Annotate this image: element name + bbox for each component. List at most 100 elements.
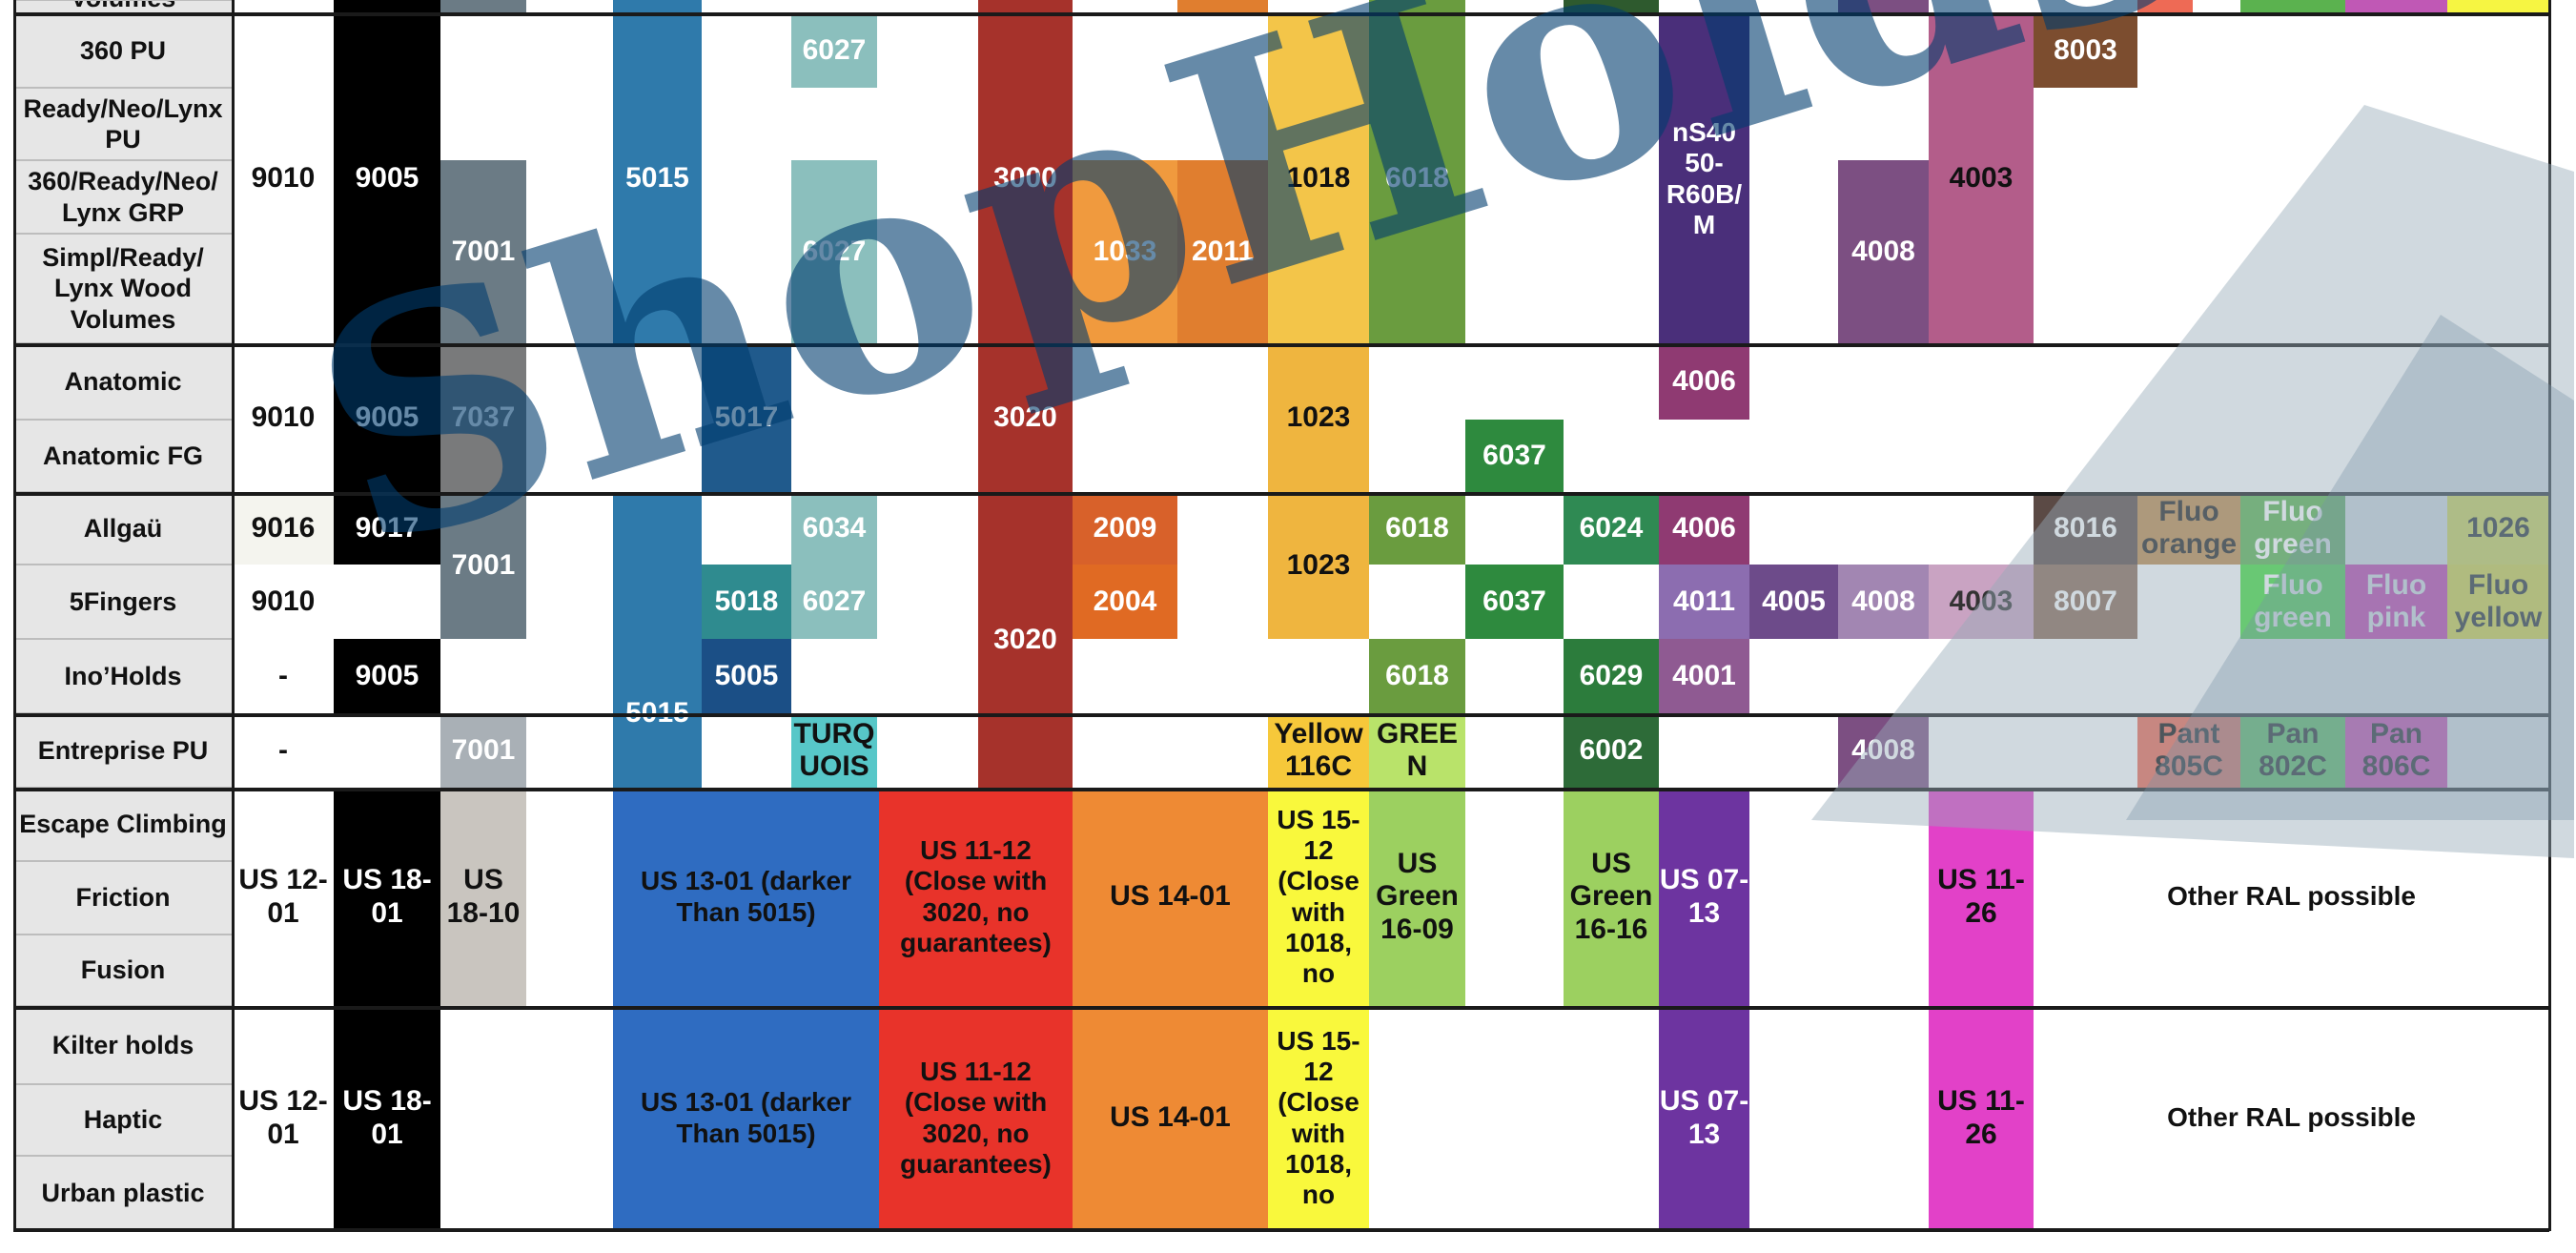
top-strip-1 [613,0,702,12]
color-cell-pu-ns40: nS40 50- R60B/ M [1659,14,1749,343]
color-cell-blue-5017: 5017 [702,343,791,492]
color-cell-g-7037: 7037 [440,343,526,492]
color-cell-gy-8007: 8007 [2034,565,2137,639]
color-cell-y-1018: 1018 [1268,14,1369,343]
color-cell-pk-4003-a: 4003 [1929,14,2034,343]
row-label-13: Fusion [13,935,233,1006]
h-rule-5 [13,1006,2549,1010]
color-cell-us1301-b: US 13-01 (darker Than 5015) [613,1006,879,1230]
color-cell-us1401-a: US 14-01 [1073,788,1268,1006]
color-cell-pu-4001: 4001 [1659,639,1749,713]
color-cell-teal-6027-c: 6027 [791,565,877,639]
color-cell-b-9005-b: 9005 [334,343,440,492]
color-cell-or-2011: 2011 [1177,160,1268,343]
h-rule-3 [13,713,2549,717]
color-cell-pu-4008-c: 4008 [1838,713,1929,788]
color-cell-br-8003: 8003 [2034,14,2137,88]
color-cell-pan-802c: Pan 802C [2240,713,2345,788]
top-strip-2 [978,0,1073,12]
h-rule-4 [13,788,2549,791]
row-label-6: Anatomic FG [13,420,233,492]
top-strip-9 [2345,0,2447,12]
color-cell-blue-5005: 5005 [702,639,791,713]
color-cell-dash-b: - [233,713,334,788]
color-cell-gr-6018-b: 6018 [1369,492,1465,565]
v-rule-2 [2548,0,2551,1231]
color-cell-g-7001-b: 7001 [440,492,526,639]
color-cell-y-116c: Yellow 116C [1268,713,1369,788]
color-cell-us0713-a: US 07-13 [1659,788,1749,1006]
color-cell-w-9010-c: 9010 [233,565,334,639]
row-label-10: Entreprise PU [13,713,233,788]
color-cell-dash-a: - [233,639,334,713]
row-label-5: Anatomic [13,343,233,420]
color-cell-us1810: US 18-10 [440,788,526,1006]
color-cell-y-1023-a: 1023 [1268,343,1369,492]
color-cell-b-9005-a: 9005 [334,14,440,343]
row-label-4: Simpl/Ready/ Lynx Wood Volumes [13,234,233,343]
color-cell-gy-8016: 8016 [2034,492,2137,565]
color-cell-teal-6027-b: 6027 [791,160,877,343]
h-rule-1 [13,343,2549,347]
color-cell-pu-4008-b: 4008 [1838,565,1929,639]
color-cell-fl-green-b: Fluo green [2240,565,2345,639]
top-strip-6 [1838,0,1929,12]
row-label-16: Urban plastic [13,1156,233,1230]
color-cell-pu-4011: 4011 [1659,565,1749,639]
color-cell-us1512-a: US 15-12 (Close with 1018, no [1268,788,1369,1006]
color-cell-gr-6018-c: 6018 [1369,639,1465,713]
top-strip-7 [2137,0,2193,12]
color-cell-w-9010-a: 9010 [233,14,334,343]
row-label-11: Escape Climbing [13,788,233,861]
color-cell-us1401-b: US 14-01 [1073,1006,1268,1230]
color-cell-us1512-b: US 15-12 (Close with 1018, no [1268,1006,1369,1230]
color-cell-or-1033: 1033 [1073,160,1177,343]
color-cell-w-9016: 9016 [233,492,334,565]
color-cell-y-1026: 1026 [2447,492,2549,565]
color-cell-gr-6002: 6002 [1564,713,1659,788]
color-cell-or-2004: 2004 [1073,565,1177,639]
color-cell-other-ral-b: Other RAL possible [2034,1006,2549,1230]
color-cell-us1126-a: US 11-26 [1929,788,2034,1006]
color-cell-us1126-b: US 11-26 [1929,1006,2034,1230]
color-cell-pu-4006-b: 4006 [1659,492,1749,565]
color-cell-us1301-a: US 13-01 (darker Than 5015) [613,788,879,1006]
top-strip-0 [440,0,526,12]
color-cell-us1201-b: US 12-01 [233,1006,334,1230]
color-cell-w-9010-b: 9010 [233,343,334,492]
row-label-3: 360/Ready/Neo/ Lynx GRP [13,160,233,234]
color-cell-turq: TURQ UOIS [791,713,877,788]
color-cell-or-2009: 2009 [1073,492,1177,565]
color-cell-pu-4005: 4005 [1749,565,1838,639]
v-rule-0 [13,0,16,1231]
color-cell-red-3000: 3000 [978,14,1073,343]
color-cell-us1801-b: US 18-01 [334,1006,440,1230]
color-cell-us1112-b: US 11-12 (Close with 3020, no guarantees… [879,1006,1073,1230]
color-cell-us0713-b: US 07-13 [1659,1006,1749,1230]
top-strip-4 [1369,0,1465,12]
row-label-7: Allgaü [13,492,233,565]
color-cell-gr-6037-a: 6037 [1465,420,1564,492]
color-cell-pu-4008-a: 4008 [1838,160,1929,343]
color-cell-b-9005-c: 9005 [334,639,440,713]
top-strip-10 [2447,0,2549,12]
color-cell-gr-6018-a: 6018 [1369,14,1465,343]
color-cell-teal-6027-a: 6027 [791,14,877,88]
color-cell-y-1023-b: 1023 [1268,492,1369,639]
color-cell-gr-6029: 6029 [1564,639,1659,713]
top-strip-11 [334,0,440,12]
top-strip-5 [1564,0,1659,12]
color-cell-blue-5015-a: 5015 [613,14,702,343]
color-cell-teal-6034: 6034 [791,492,877,565]
v-rule-1 [232,0,235,1231]
row-label-14: Kilter holds [13,1006,233,1084]
color-cell-fl-pink: Fluo pink [2345,565,2447,639]
top-strip-3 [1177,0,1268,12]
color-cell-g-7001-c: 7001 [440,713,526,788]
color-cell-red-3020-a: 3020 [978,343,1073,492]
color-cell-pant-805c: Pant 805C [2137,713,2240,788]
color-cell-teal-5018: 5018 [702,565,791,639]
color-cell-us1801-a: US 18-01 [334,788,440,1006]
h-rule-6 [13,1228,2549,1232]
